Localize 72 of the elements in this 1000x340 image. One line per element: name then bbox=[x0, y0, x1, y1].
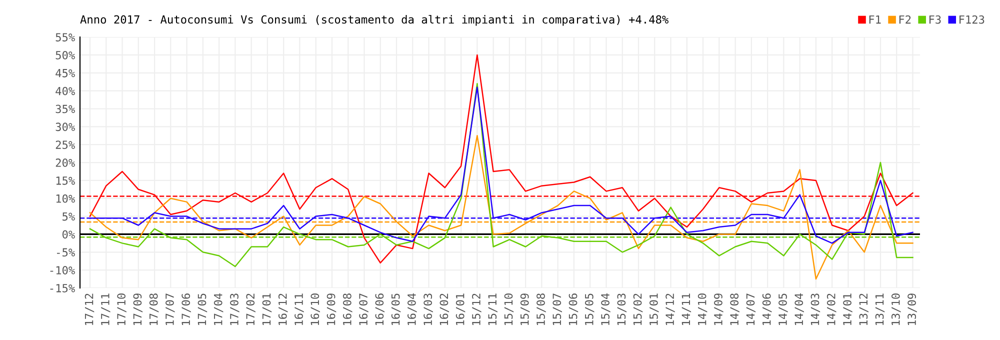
x-tick-label: 13/09 bbox=[908, 294, 917, 325]
x-tick-label: 17/01 bbox=[262, 294, 272, 325]
y-tick-label: 15% bbox=[56, 176, 75, 185]
x-tick-label: 16/10 bbox=[310, 294, 320, 325]
x-tick-label: 15/02 bbox=[633, 294, 643, 325]
x-tick-label: 16/07 bbox=[359, 294, 368, 325]
x-tick-label: 14/07 bbox=[746, 294, 756, 325]
x-tick-label: 16/08 bbox=[342, 294, 352, 325]
x-tick-label: 14/09 bbox=[714, 294, 724, 325]
x-tick-label: 16/06 bbox=[375, 294, 385, 325]
legend-label: F123 bbox=[960, 15, 984, 24]
x-tick-label: 15/07 bbox=[552, 294, 562, 325]
x-tick-label: 14/10 bbox=[698, 294, 708, 325]
x-tick-label: 15/05 bbox=[584, 294, 594, 325]
y-tick-label: 25% bbox=[56, 140, 75, 150]
x-tick-label: 17/05 bbox=[198, 294, 208, 325]
y-tick-label: 10% bbox=[56, 194, 75, 203]
x-tick-label: 16/09 bbox=[326, 294, 336, 325]
y-tick-label: 50% bbox=[56, 50, 75, 60]
y-tick-label: 35% bbox=[56, 104, 75, 114]
y-tick-label: 0% bbox=[62, 230, 75, 239]
x-tick-label: 16/04 bbox=[407, 293, 417, 325]
x-tick-label: 13/12 bbox=[859, 294, 868, 325]
x-tick-label: 17/07 bbox=[166, 294, 175, 325]
x-tick-label: 15/06 bbox=[568, 294, 578, 325]
x-tick-label: 14/02 bbox=[826, 294, 836, 325]
y-tick-label: 45% bbox=[56, 69, 75, 78]
x-tick-label: 17/02 bbox=[246, 294, 256, 325]
x-tick-label: 15/08 bbox=[536, 294, 546, 325]
x-tick-label: 15/12 bbox=[472, 294, 482, 325]
x-tick-label: 17/11 bbox=[101, 294, 110, 325]
y-tick-label: 55% bbox=[56, 33, 75, 42]
x-tick-label: 16/12 bbox=[278, 294, 288, 325]
x-tick-label: 16/01 bbox=[456, 294, 466, 325]
x-tick-label: 17/08 bbox=[149, 294, 159, 325]
x-tick-label: 16/03 bbox=[424, 294, 433, 325]
x-tick-label: 14/11 bbox=[682, 294, 692, 325]
x-tick-label: 14/01 bbox=[843, 294, 852, 325]
x-tick-label: 17/04 bbox=[214, 293, 224, 325]
x-tick-label: 14/04 bbox=[794, 293, 804, 325]
y-tick-label: 5% bbox=[62, 212, 75, 221]
x-tick-label: 17/12 bbox=[84, 294, 94, 325]
x-tick-label: 15/04 bbox=[601, 293, 610, 325]
x-tick-label: 16/11 bbox=[294, 294, 304, 325]
y-tick-label: -15% bbox=[50, 284, 75, 292]
x-tick-label: 15/01 bbox=[649, 294, 659, 325]
x-tick-label: 14/12 bbox=[666, 294, 675, 325]
y-tick-label: 40% bbox=[56, 86, 75, 96]
x-tick-label: 15/03 bbox=[617, 294, 626, 325]
x-tick-label: 15/10 bbox=[504, 294, 514, 325]
x-tick-label: 13/11 bbox=[875, 294, 885, 325]
x-tick-label: 14/03 bbox=[810, 294, 820, 325]
x-tick-label: 15/11 bbox=[488, 294, 498, 325]
x-tick-label: 15/09 bbox=[520, 294, 530, 325]
x-tick-label: 14/05 bbox=[778, 294, 788, 325]
x-tick-label: 17/03 bbox=[230, 294, 240, 325]
y-tick-label: 20% bbox=[56, 158, 75, 167]
legend-label: F3 bbox=[929, 15, 941, 24]
y-tick-label: -10% bbox=[50, 266, 75, 274]
x-tick-label: 17/09 bbox=[133, 294, 143, 325]
chart-title: Anno 2017 - Autoconsumi Vs Consumi (scostamento da altri impianti in comparativa) +4.48% bbox=[80, 14, 668, 26]
legend-label: F1 bbox=[869, 16, 881, 24]
x-tick-label: 16/05 bbox=[391, 294, 401, 325]
x-tick-label: 17/06 bbox=[182, 294, 191, 325]
x-tick-label: 14/06 bbox=[762, 294, 772, 325]
legend-label: F2 bbox=[899, 15, 911, 24]
y-tick-label: -5% bbox=[57, 248, 75, 257]
x-tick-label: 16/02 bbox=[440, 294, 450, 325]
y-tick-label: 30% bbox=[56, 122, 75, 132]
x-tick-label: 13/10 bbox=[891, 294, 901, 325]
x-tick-label: 17/10 bbox=[117, 294, 126, 325]
x-tick-label: 14/08 bbox=[730, 294, 740, 325]
